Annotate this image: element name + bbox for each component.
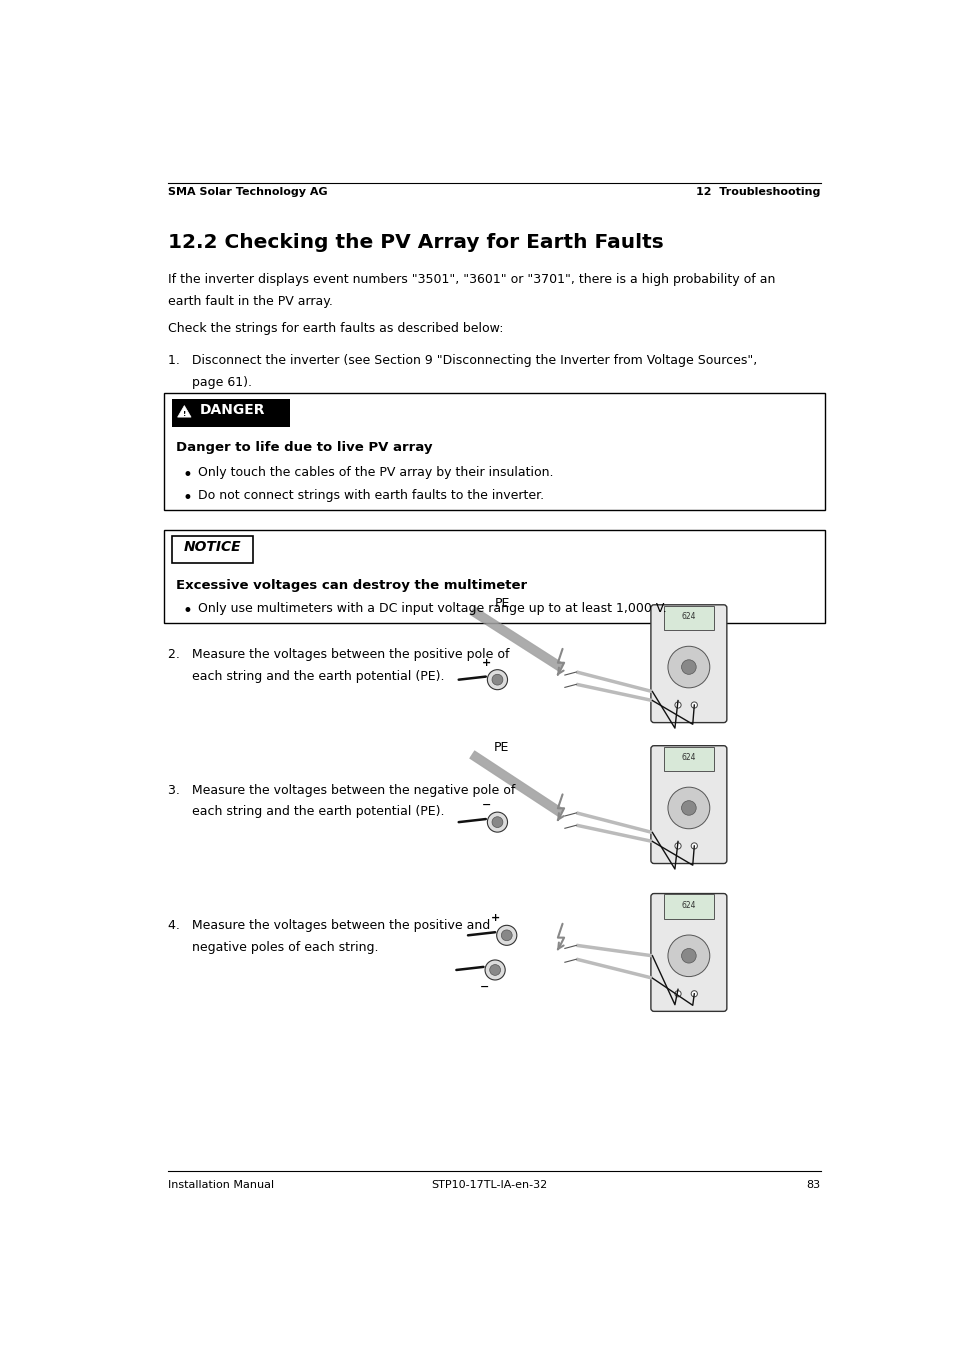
Text: •: • <box>182 465 192 484</box>
Circle shape <box>667 936 709 976</box>
Text: negative poles of each string.: negative poles of each string. <box>168 941 378 953</box>
Text: PE: PE <box>493 741 508 753</box>
Text: DANGER: DANGER <box>199 403 265 418</box>
Circle shape <box>680 800 696 815</box>
Text: 1.   Disconnect the inverter (see Section 9 "Disconnecting the Inverter from Vol: 1. Disconnect the inverter (see Section … <box>168 354 757 366</box>
Bar <box>663 746 713 771</box>
Bar <box>172 535 253 564</box>
Text: −: − <box>479 982 489 992</box>
Text: Only use multimeters with a DC input voltage range up to at least 1,000 V.: Only use multimeters with a DC input vol… <box>197 602 665 615</box>
FancyBboxPatch shape <box>650 894 726 1011</box>
Circle shape <box>492 675 502 685</box>
Bar <box>164 393 823 510</box>
Circle shape <box>674 842 680 849</box>
Text: Excessive voltages can destroy the multimeter: Excessive voltages can destroy the multi… <box>175 579 526 592</box>
Circle shape <box>680 949 696 963</box>
Text: 12  Troubleshooting: 12 Troubleshooting <box>696 187 820 197</box>
Circle shape <box>667 646 709 688</box>
Bar <box>172 399 290 427</box>
Text: 624: 624 <box>680 753 696 761</box>
Circle shape <box>487 813 507 831</box>
Circle shape <box>667 787 709 829</box>
Circle shape <box>487 669 507 690</box>
Text: each string and the earth potential (PE).: each string and the earth potential (PE)… <box>168 669 444 683</box>
Circle shape <box>674 702 680 708</box>
Text: STP10-17TL-IA-en-32: STP10-17TL-IA-en-32 <box>431 1180 546 1190</box>
Bar <box>164 530 823 623</box>
Circle shape <box>489 964 500 975</box>
Circle shape <box>497 925 517 945</box>
Circle shape <box>691 702 697 708</box>
Text: 12.2 Checking the PV Array for Earth Faults: 12.2 Checking the PV Array for Earth Fau… <box>168 233 663 251</box>
Text: 3.   Measure the voltages between the negative pole of: 3. Measure the voltages between the nega… <box>168 784 515 796</box>
Text: 624: 624 <box>680 900 696 910</box>
FancyBboxPatch shape <box>650 746 726 864</box>
Text: If the inverter displays event numbers "3501", "3601" or "3701", there is a high: If the inverter displays event numbers "… <box>168 273 775 287</box>
Text: +: + <box>481 657 491 668</box>
FancyBboxPatch shape <box>650 604 726 722</box>
Text: •: • <box>182 602 192 621</box>
Circle shape <box>680 660 696 675</box>
Circle shape <box>492 817 502 827</box>
Text: 83: 83 <box>805 1180 820 1190</box>
Text: PE: PE <box>495 596 510 610</box>
Bar <box>663 606 713 630</box>
Circle shape <box>674 991 680 996</box>
Circle shape <box>500 930 512 941</box>
Text: Only touch the cables of the PV array by their insulation.: Only touch the cables of the PV array by… <box>197 465 553 479</box>
Text: earth fault in the PV array.: earth fault in the PV array. <box>168 295 333 308</box>
Text: 624: 624 <box>680 612 696 621</box>
Text: 4.   Measure the voltages between the positive and: 4. Measure the voltages between the posi… <box>168 919 490 932</box>
Text: SMA Solar Technology AG: SMA Solar Technology AG <box>168 187 328 197</box>
Text: −: − <box>481 800 491 810</box>
Text: Installation Manual: Installation Manual <box>168 1180 274 1190</box>
Bar <box>663 895 713 919</box>
Text: Do not connect strings with earth faults to the inverter.: Do not connect strings with earth faults… <box>197 488 543 502</box>
Text: !: ! <box>183 411 186 416</box>
Text: Check the strings for earth faults as described below:: Check the strings for earth faults as de… <box>168 322 503 335</box>
Text: 2.   Measure the voltages between the positive pole of: 2. Measure the voltages between the posi… <box>168 648 509 661</box>
Text: each string and the earth potential (PE).: each string and the earth potential (PE)… <box>168 806 444 818</box>
Text: +: + <box>491 914 500 923</box>
Text: •: • <box>182 488 192 507</box>
Text: page 61).: page 61). <box>168 376 252 388</box>
Circle shape <box>691 842 697 849</box>
Text: NOTICE: NOTICE <box>184 541 241 554</box>
Circle shape <box>691 991 697 996</box>
Polygon shape <box>177 406 191 418</box>
Text: Danger to life due to live PV array: Danger to life due to live PV array <box>175 441 432 454</box>
Circle shape <box>484 960 505 980</box>
